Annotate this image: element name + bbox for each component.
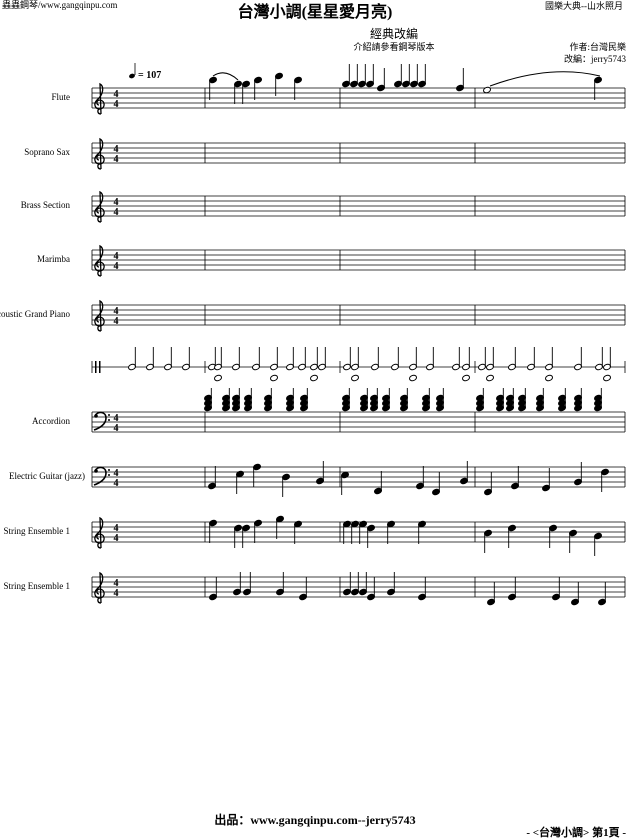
treble-clef <box>94 190 105 223</box>
instrument-name: Flute <box>51 92 70 102</box>
note-head <box>382 394 390 402</box>
note-head <box>574 394 582 402</box>
time-top: 4 <box>114 468 119 479</box>
time-bottom: 4 <box>114 99 119 110</box>
treble-clef <box>94 299 105 332</box>
clef-head <box>94 414 98 418</box>
site-label: 蟲蟲鋼琴/www.gangqinpu.com <box>2 0 117 10</box>
note-head <box>222 394 230 402</box>
clef-dot <box>108 419 110 421</box>
note-head <box>436 394 444 402</box>
treble-clef <box>94 516 105 549</box>
note-head <box>270 374 278 382</box>
arranger: 改編：jerry5743 <box>564 53 626 64</box>
bass-clef <box>93 466 107 486</box>
perc-clef <box>95 361 97 373</box>
treble-clef <box>94 137 105 170</box>
time-bottom: 4 <box>114 261 119 272</box>
note-head <box>496 394 504 402</box>
note-head <box>400 394 408 402</box>
treble-clef <box>94 571 105 604</box>
note-head <box>300 394 308 402</box>
note-head <box>462 374 470 382</box>
time-top: 4 <box>114 89 119 100</box>
time-top: 4 <box>114 197 119 208</box>
clef-head <box>94 469 98 473</box>
clef-dot <box>108 474 110 476</box>
note-head <box>370 394 378 402</box>
subtitle: 經典改編 <box>370 26 418 41</box>
instrument-name: Accordion <box>32 416 70 426</box>
time-bottom: 4 <box>114 154 119 165</box>
instrument-name: Electric Guitar (jazz) <box>9 471 85 481</box>
time-bottom: 4 <box>114 423 119 434</box>
note-head <box>342 394 350 402</box>
note-head <box>360 394 368 402</box>
note-head <box>310 374 318 382</box>
tie <box>212 72 239 81</box>
staff <box>91 195 626 217</box>
staff <box>91 142 626 164</box>
tempo-note <box>129 73 135 79</box>
time-top: 4 <box>114 523 119 534</box>
note-head <box>264 394 272 402</box>
note-head <box>244 394 252 402</box>
bass-clef <box>93 411 107 431</box>
note-head <box>232 394 240 402</box>
note-head <box>486 374 494 382</box>
note-head <box>422 394 430 402</box>
time-top: 4 <box>114 144 119 155</box>
treble-clef <box>94 82 105 115</box>
perc-clef <box>99 361 101 373</box>
composer: 作者:台灣民樂 <box>569 41 626 52</box>
staff <box>91 304 626 326</box>
tie <box>489 71 601 87</box>
time-bottom: 4 <box>114 207 119 218</box>
time-bottom: 4 <box>114 533 119 544</box>
note-head <box>603 374 611 382</box>
note-head <box>409 374 417 382</box>
treble-clef <box>94 244 105 277</box>
note-head <box>214 374 222 382</box>
instrument-name: String Ensemble 1 <box>4 526 71 536</box>
note-head <box>545 374 553 382</box>
time-top: 4 <box>114 578 119 589</box>
note-head <box>476 394 484 402</box>
instrument-name: Brass Section <box>21 200 71 210</box>
tempo: = 107 <box>138 70 161 81</box>
title: 台灣小調(星星愛月亮) <box>238 2 393 21</box>
note-head <box>204 394 212 402</box>
staff <box>91 466 626 488</box>
time-top: 4 <box>114 413 119 424</box>
time-bottom: 4 <box>114 588 119 599</box>
footer-page: - <台灣小調> 第1頁 - <box>526 825 626 839</box>
instrument-name: Soprano Sax <box>24 147 70 157</box>
note-head <box>558 394 566 402</box>
collection: 國樂大典--山水照月 <box>545 0 623 11</box>
clef-dot <box>108 414 110 416</box>
instrument-name: String Ensemble 1 <box>4 581 71 591</box>
note-head <box>536 394 544 402</box>
clef-dot <box>108 469 110 471</box>
time-bottom: 4 <box>114 316 119 327</box>
note-head <box>518 394 526 402</box>
note-head <box>594 394 602 402</box>
note-head <box>506 394 514 402</box>
note: 介紹請參看鋼琴版本 <box>353 41 434 52</box>
time-top: 4 <box>114 306 119 317</box>
staff <box>91 249 626 271</box>
instrument-name: Acoustic Grand Piano <box>0 309 70 319</box>
instrument-name: Marimba <box>37 254 70 264</box>
note-head <box>483 86 491 94</box>
staff <box>91 411 626 433</box>
note-head <box>351 374 359 382</box>
time-top: 4 <box>114 251 119 262</box>
time-bottom: 4 <box>114 478 119 489</box>
footer-credit: 出品：www.gangqinpu.com--jerry5743 <box>214 812 415 827</box>
note-head <box>286 394 294 402</box>
staff <box>91 87 626 109</box>
